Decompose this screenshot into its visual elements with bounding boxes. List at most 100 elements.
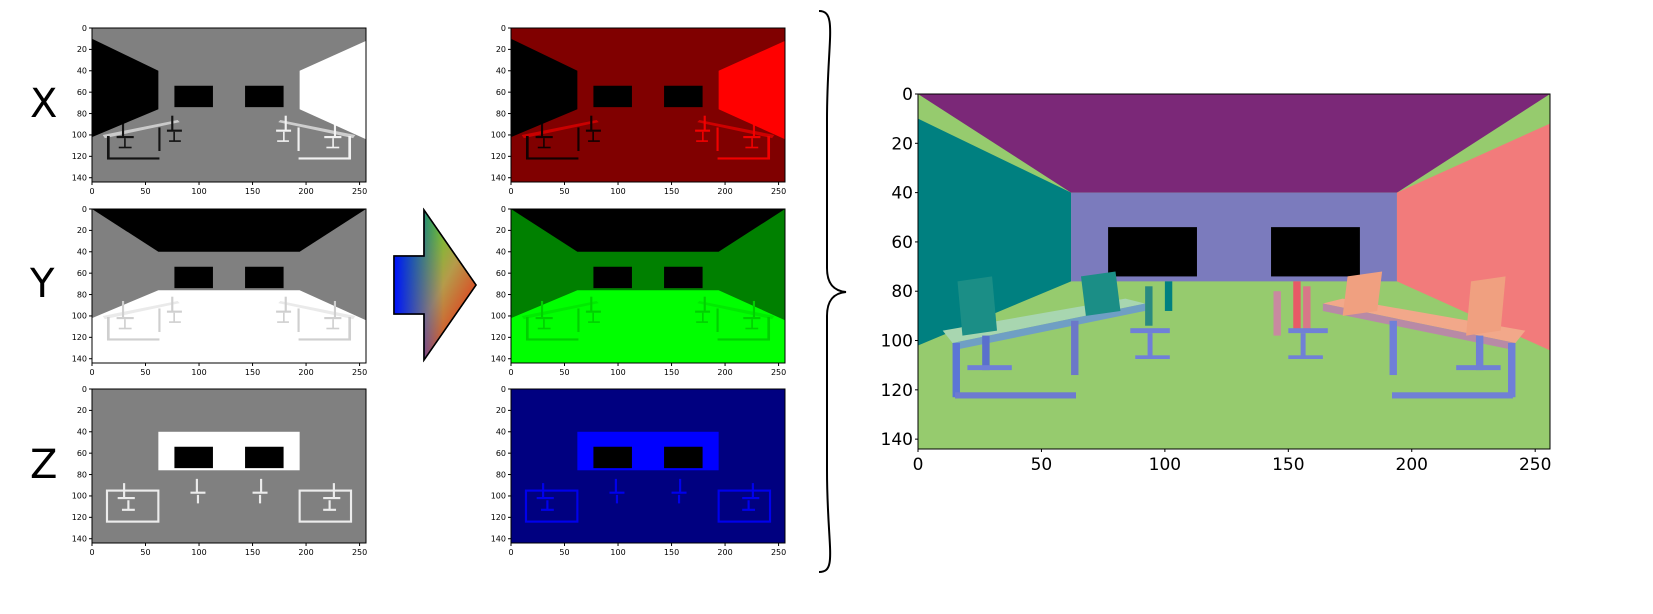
y-tick-label: 140 xyxy=(491,355,506,364)
x-tick-label: 0 xyxy=(508,548,513,557)
y-tick-label: 20 xyxy=(891,134,913,154)
y-tick-label: 80 xyxy=(77,109,87,118)
y-tick-label: 40 xyxy=(496,428,506,437)
y-tick-label: 20 xyxy=(496,226,506,235)
channel-labels: X Y Z xyxy=(29,81,57,488)
y-tick-label: 80 xyxy=(496,290,506,299)
x-tick-label: 50 xyxy=(140,187,150,196)
y-tick-label: 20 xyxy=(496,406,506,415)
y-tick-label: 140 xyxy=(72,535,87,544)
x-tick-label: 200 xyxy=(298,187,313,196)
y-tick-label: 0 xyxy=(501,385,506,394)
y-tick-label: 20 xyxy=(77,406,87,415)
channel-label-z: Z xyxy=(30,442,57,488)
x-tick-label: 150 xyxy=(1272,455,1304,475)
x-tick-label: 100 xyxy=(610,187,625,196)
x-tick-label: 250 xyxy=(771,548,786,557)
x-tick-label: 50 xyxy=(140,548,150,557)
x-tick-label: 150 xyxy=(664,368,679,377)
x-tick-label: 200 xyxy=(717,548,732,557)
y-tick-label: 80 xyxy=(496,109,506,118)
y-tick-label: 80 xyxy=(77,470,87,479)
y-tick-label: 0 xyxy=(82,205,87,214)
y-tick-label: 100 xyxy=(72,131,87,140)
y-tick-label: 60 xyxy=(496,88,506,97)
x-tick-label: 150 xyxy=(664,548,679,557)
x-tick-label: 0 xyxy=(508,187,513,196)
x-tick-label: 100 xyxy=(191,548,206,557)
x-tick-label: 50 xyxy=(559,187,569,196)
y-tick-label: 140 xyxy=(72,355,87,364)
x-tick-label: 50 xyxy=(559,548,569,557)
x-tick-label: 200 xyxy=(717,187,732,196)
x-tick-label: 100 xyxy=(610,368,625,377)
y-tick-label: 0 xyxy=(501,205,506,214)
y-tick-label: 120 xyxy=(491,152,506,161)
x-tick-label: 150 xyxy=(245,368,260,377)
channel-label-y: Y xyxy=(29,261,55,307)
y-tick-label: 60 xyxy=(496,269,506,278)
x-tick-label: 250 xyxy=(352,368,367,377)
y-tick-label: 60 xyxy=(77,269,87,278)
y-tick-label: 120 xyxy=(881,381,913,401)
y-tick-label: 120 xyxy=(72,333,87,342)
x-tick-label: 250 xyxy=(352,548,367,557)
y-tick-label: 120 xyxy=(491,513,506,522)
y-tick-label: 0 xyxy=(82,385,87,394)
y-tick-label: 140 xyxy=(72,174,87,183)
y-tick-label: 20 xyxy=(77,226,87,235)
y-tick-label: 60 xyxy=(496,449,506,458)
x-tick-label: 250 xyxy=(771,187,786,196)
y-tick-label: 40 xyxy=(891,184,913,204)
y-tick-label: 140 xyxy=(881,430,913,450)
y-tick-label: 40 xyxy=(77,67,87,76)
y-tick-label: 0 xyxy=(501,24,506,33)
y-tick-label: 100 xyxy=(491,312,506,321)
y-tick-label: 40 xyxy=(77,248,87,257)
x-tick-label: 50 xyxy=(140,368,150,377)
y-tick-label: 120 xyxy=(72,152,87,161)
channel-label-x: X xyxy=(30,81,57,127)
right-curly-brace-icon xyxy=(818,10,847,573)
y-tick-label: 100 xyxy=(72,312,87,321)
x-tick-label: 150 xyxy=(245,187,260,196)
y-tick-label: 100 xyxy=(491,131,506,140)
x-tick-label: 200 xyxy=(1396,455,1428,475)
x-tick-label: 100 xyxy=(1149,455,1181,475)
y-tick-label: 0 xyxy=(902,85,913,105)
y-tick-label: 100 xyxy=(491,492,506,501)
y-tick-label: 20 xyxy=(496,45,506,54)
x-tick-label: 0 xyxy=(913,455,924,475)
x-tick-label: 100 xyxy=(191,187,206,196)
x-tick-label: 0 xyxy=(89,548,94,557)
y-tick-label: 100 xyxy=(881,331,913,351)
y-tick-label: 40 xyxy=(77,428,87,437)
x-tick-label: 150 xyxy=(245,548,260,557)
y-tick-label: 60 xyxy=(77,449,87,458)
y-tick-label: 80 xyxy=(496,470,506,479)
x-tick-label: 100 xyxy=(610,548,625,557)
x-tick-label: 0 xyxy=(508,368,513,377)
y-tick-label: 120 xyxy=(72,513,87,522)
x-tick-label: 200 xyxy=(717,368,732,377)
y-tick-label: 40 xyxy=(496,67,506,76)
rgb-gradient-arrow-icon xyxy=(393,207,477,363)
x-tick-label: 250 xyxy=(352,187,367,196)
x-tick-label: 200 xyxy=(298,368,313,377)
x-tick-label: 150 xyxy=(664,187,679,196)
x-tick-label: 50 xyxy=(559,368,569,377)
x-tick-label: 200 xyxy=(298,548,313,557)
y-tick-label: 100 xyxy=(72,492,87,501)
y-tick-label: 140 xyxy=(491,174,506,183)
y-tick-label: 60 xyxy=(77,88,87,97)
